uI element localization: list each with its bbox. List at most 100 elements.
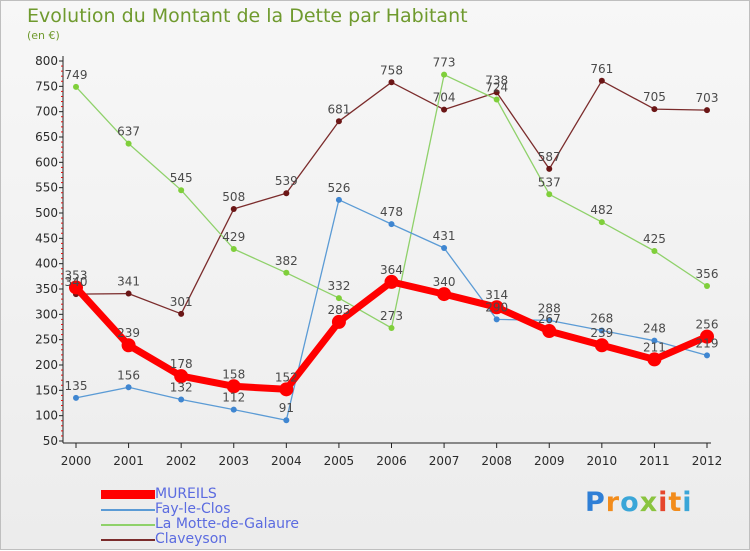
y-tick-label: 50 bbox=[43, 434, 58, 448]
data-point-la-motte-de-galaure bbox=[598, 219, 605, 226]
data-label-la-motte-de-galaure: 429 bbox=[222, 230, 245, 244]
chart-title: Evolution du Montant de la Dette par Hab… bbox=[27, 5, 468, 27]
data-label-claveyson: 539 bbox=[275, 174, 298, 188]
data-label-fay-le-clos: 288 bbox=[538, 301, 561, 315]
data-label-fay-le-clos: 478 bbox=[380, 205, 403, 219]
data-point-mureils bbox=[647, 352, 662, 367]
y-tick-label: 750 bbox=[35, 79, 58, 93]
legend-swatch bbox=[101, 490, 155, 499]
data-point-mureils bbox=[489, 300, 504, 315]
y-tick-label: 150 bbox=[35, 383, 58, 397]
series-lines bbox=[69, 71, 714, 424]
y-tick-label: 700 bbox=[35, 105, 58, 119]
legend-label: Claveyson bbox=[155, 531, 228, 547]
data-label-mureils: 285 bbox=[327, 303, 350, 317]
data-label-la-motte-de-galaure: 724 bbox=[485, 81, 508, 95]
data-label-fay-le-clos: 132 bbox=[170, 380, 193, 394]
data-label-fay-le-clos: 431 bbox=[433, 229, 456, 243]
data-label-fay-le-clos: 268 bbox=[590, 312, 613, 326]
data-point-claveyson bbox=[493, 89, 500, 96]
data-point-mureils bbox=[121, 338, 136, 353]
data-labels: 353 239 178 158 152 285 364 340 314 267 239 211 256 1… bbox=[65, 56, 719, 416]
series-line-la-motte-de-galaure bbox=[75, 74, 708, 329]
data-point-fay-le-clos bbox=[178, 396, 185, 403]
data-label-la-motte-de-galaure: 482 bbox=[590, 203, 613, 217]
data-point-la-motte-de-galaure bbox=[704, 282, 710, 289]
data-point-la-motte-de-galaure bbox=[441, 71, 448, 78]
x-tick-label: 2010 bbox=[587, 454, 618, 468]
data-label-claveyson: 681 bbox=[327, 102, 350, 116]
chart-subtitle: (en €) bbox=[27, 29, 60, 42]
data-label-la-motte-de-galaure: 749 bbox=[65, 68, 88, 82]
data-label-mureils: 158 bbox=[222, 367, 245, 381]
x-tick-label: 2006 bbox=[376, 454, 407, 468]
y-tick-label: 650 bbox=[35, 130, 58, 144]
data-label-la-motte-de-galaure: 537 bbox=[538, 175, 561, 189]
y-tick-label: 400 bbox=[35, 257, 58, 271]
data-label-mureils: 256 bbox=[696, 318, 719, 332]
data-point-claveyson bbox=[651, 106, 658, 113]
data-label-claveyson: 704 bbox=[433, 91, 456, 105]
data-label-la-motte-de-galaure: 773 bbox=[433, 56, 456, 70]
data-label-claveyson: 508 bbox=[222, 190, 245, 204]
y-tick-label: 350 bbox=[35, 282, 58, 296]
data-point-claveyson bbox=[546, 165, 553, 172]
data-point-la-motte-de-galaure bbox=[283, 269, 290, 276]
data-point-la-motte-de-galaure bbox=[230, 245, 237, 252]
data-point-fay-le-clos bbox=[125, 384, 132, 391]
y-tick-label: 500 bbox=[35, 206, 58, 220]
data-label-fay-le-clos: 91 bbox=[279, 401, 294, 415]
data-point-fay-le-clos bbox=[388, 221, 395, 228]
x-tick-label: 2001 bbox=[113, 454, 144, 468]
data-label-claveyson: 587 bbox=[538, 150, 561, 164]
data-point-fay-le-clos bbox=[283, 417, 290, 424]
data-point-claveyson bbox=[335, 118, 342, 125]
data-label-mureils: 340 bbox=[433, 275, 456, 289]
data-point-la-motte-de-galaure bbox=[178, 187, 185, 194]
data-point-mureils bbox=[384, 274, 399, 289]
data-point-mureils bbox=[174, 369, 189, 384]
data-point-fay-le-clos bbox=[704, 352, 710, 359]
x-tick-label: 2003 bbox=[218, 454, 249, 468]
data-point-la-motte-de-galaure bbox=[493, 96, 500, 103]
x-tick-label: 2011 bbox=[639, 454, 670, 468]
data-label-mureils: 353 bbox=[65, 268, 88, 282]
y-tick-label: 450 bbox=[35, 231, 58, 245]
proxiti-logo: Proxiti bbox=[585, 487, 693, 518]
data-label-claveyson: 703 bbox=[696, 91, 719, 105]
data-label-claveyson: 758 bbox=[380, 63, 403, 77]
data-point-claveyson bbox=[704, 107, 710, 114]
data-point-claveyson bbox=[598, 77, 605, 84]
legend-swatch bbox=[101, 524, 155, 526]
y-tick-label: 300 bbox=[35, 307, 58, 321]
data-label-mureils: 239 bbox=[590, 326, 613, 340]
data-point-fay-le-clos bbox=[335, 196, 342, 203]
x-tick-label: 2008 bbox=[481, 454, 512, 468]
data-point-la-motte-de-galaure bbox=[125, 140, 132, 147]
data-label-fay-le-clos: 112 bbox=[222, 391, 245, 405]
data-point-la-motte-de-galaure bbox=[546, 191, 553, 198]
y-tick-label: 250 bbox=[35, 333, 58, 347]
data-point-fay-le-clos bbox=[73, 394, 79, 401]
data-point-fay-le-clos bbox=[651, 337, 658, 344]
data-label-fay-le-clos: 156 bbox=[117, 368, 140, 382]
data-label-fay-le-clos: 248 bbox=[643, 322, 666, 336]
data-point-claveyson bbox=[441, 106, 448, 113]
data-point-mureils bbox=[437, 287, 452, 302]
data-label-mureils: 364 bbox=[380, 263, 403, 277]
data-label-la-motte-de-galaure: 637 bbox=[117, 125, 140, 139]
y-tick-label: 200 bbox=[35, 358, 58, 372]
data-label-claveyson: 705 bbox=[643, 90, 666, 104]
data-label-mureils: 314 bbox=[485, 288, 508, 302]
x-tick-label: 2002 bbox=[166, 454, 197, 468]
data-label-claveyson: 340 bbox=[65, 275, 88, 289]
legend-swatch bbox=[101, 509, 155, 511]
x-tick-label: 2004 bbox=[271, 454, 302, 468]
data-point-la-motte-de-galaure bbox=[73, 83, 79, 90]
data-point-mureils bbox=[226, 379, 241, 394]
data-label-la-motte-de-galaure: 425 bbox=[643, 232, 666, 246]
data-label-la-motte-de-galaure: 273 bbox=[380, 309, 403, 323]
legend-swatch bbox=[101, 539, 155, 541]
data-point-la-motte-de-galaure bbox=[388, 325, 395, 332]
data-label-fay-le-clos: 290 bbox=[485, 300, 508, 314]
